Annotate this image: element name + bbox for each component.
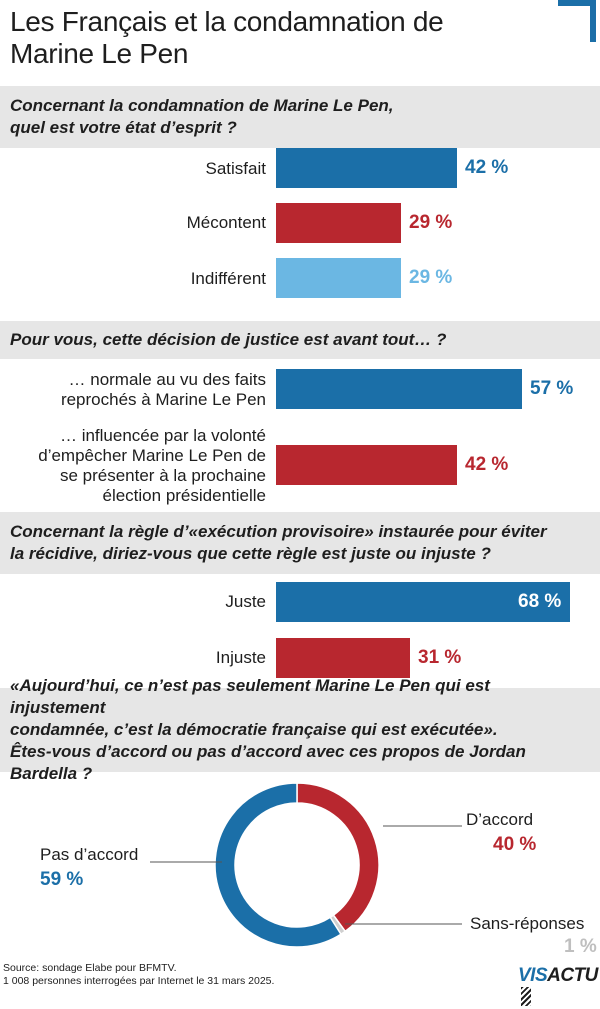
value-label-juste: 68 %: [518, 591, 562, 612]
visactu-logo: VISACTU: [518, 965, 600, 1009]
question-4-line2: condamnée, c’est la démocratie française…: [10, 720, 498, 739]
bar-indifferent: [276, 258, 401, 298]
donut-label-pas-d-accord: Pas d’accord: [40, 845, 139, 864]
bar-mecontent: [276, 203, 401, 243]
bar-normale: [276, 369, 522, 409]
value-label-mecontent: 29 %: [409, 212, 453, 233]
bar-injuste: [276, 638, 410, 678]
bar-label-juste: Juste: [225, 592, 266, 611]
corner-decoration-top: [558, 0, 596, 6]
logo-mark-icon: [521, 987, 531, 1006]
bar-satisfait: [276, 148, 457, 188]
bar-influencee: [276, 445, 457, 485]
bar-label-injuste: Injuste: [215, 648, 266, 667]
question-1: Concernant la condamnation de Marine Le …: [0, 86, 600, 148]
question-1-line2: quel est votre état d’esprit ?: [10, 118, 237, 137]
question-3: Concernant la règle d’«exécution proviso…: [0, 512, 600, 574]
bar-label-mecontent: Mécontent: [186, 213, 266, 232]
question-4-line3: Êtes-vous d’accord ou pas d’accord avec …: [10, 742, 526, 783]
donut-value-d-accord: 40 %: [493, 834, 537, 855]
source-note: Source: sondage Elabe pour BFMTV. 1 008 p…: [3, 962, 274, 988]
source-line-2: 1 008 personnes interrogées par Internet…: [3, 975, 275, 987]
question-4: «Aujourd’hui, ce n’est pas seulement Mar…: [0, 676, 600, 783]
question-4-line1: «Aujourd’hui, ce n’est pas seulement Mar…: [10, 676, 490, 717]
value-label-satisfait: 42 %: [465, 157, 509, 178]
donut-label-d-accord: D’accord: [466, 810, 534, 829]
donut-segment-pas-d-accord: [214, 782, 342, 948]
source-line-1: Source: sondage Elabe pour BFMTV.: [3, 962, 177, 974]
bar-label-influencee-line4: élection présidentielle: [102, 486, 267, 505]
value-label-injuste: 31 %: [418, 647, 462, 668]
donut-chart: [150, 782, 462, 948]
bar-label-influencee: … influencée par la volonté d’empêcher Ma…: [0, 426, 266, 506]
bar-label-influencee-line2: d’empêcher Marine Le Pen de: [38, 446, 266, 465]
question-1-line1: Concernant la condamnation de Marine Le …: [10, 96, 394, 115]
donut-value-sans-reponses: 1 %: [564, 936, 597, 957]
donut-label-sans-reponses: Sans-réponses: [470, 914, 585, 933]
bar-juste: [276, 582, 570, 622]
corner-decoration: [590, 0, 596, 42]
value-label-normale: 57 %: [530, 378, 574, 399]
question-3-line2: la récidive, diriez-vous que cette règle…: [10, 544, 491, 563]
bar-label-influencee-line1: … influencée par la volonté: [59, 426, 266, 445]
donut-segment-d-accord: [296, 782, 380, 933]
donut-value-pas-d-accord: 59 %: [40, 869, 84, 890]
page-title: Les Français et la condamnation de Marin…: [10, 6, 444, 69]
value-label-influencee: 42 %: [465, 454, 509, 475]
question-3-line1: Concernant la règle d’«exécution proviso…: [10, 522, 547, 541]
question-2: Pour vous, cette décision de justice est…: [0, 321, 600, 359]
bar-label-normale-line1: … normale au vu des faits: [68, 370, 266, 389]
bar-label-satisfait: Satisfait: [205, 159, 266, 178]
bar-label-normale-line2: reprochés à Marine Le Pen: [60, 390, 266, 409]
logo-text-actu: ACTU: [547, 965, 598, 986]
value-label-indifferent: 29 %: [409, 267, 453, 288]
bar-label-influencee-line3: se présenter à la prochaine: [59, 466, 266, 485]
bar-label-indifferent: Indifférent: [190, 269, 266, 288]
bar-label-normale: … normale au vu des faits reprochés à Mar…: [6, 370, 266, 410]
logo-text-vis: VIS: [518, 965, 548, 986]
